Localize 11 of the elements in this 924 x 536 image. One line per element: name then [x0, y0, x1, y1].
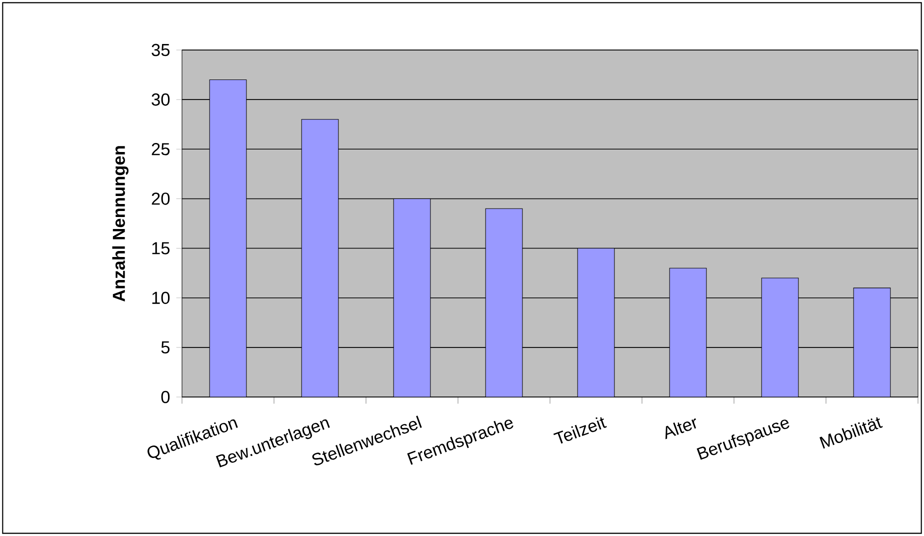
x-tick-label: Teilzeit	[553, 417, 607, 444]
x-tick-label: Alter	[665, 418, 696, 440]
y-tick-label: 10	[152, 292, 170, 304]
y-tick-label: 15	[152, 242, 170, 254]
y-tick-label: 35	[152, 44, 170, 56]
y-tick-label: 20	[152, 192, 170, 205]
y-tick-label: 30	[152, 93, 170, 106]
y-tick-label: 5	[161, 341, 170, 354]
y-axis-title: Anzahl Nennungen	[112, 146, 129, 302]
y-tick-label: 0	[161, 390, 170, 404]
y-tick-label: 25	[152, 143, 170, 156]
